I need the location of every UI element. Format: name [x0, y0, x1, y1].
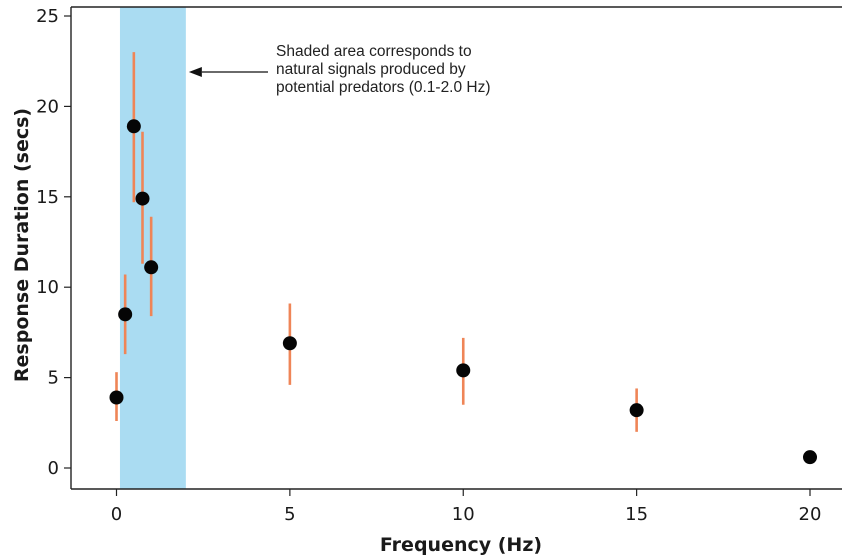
data-point	[135, 191, 150, 206]
x-tick-label: 0	[111, 504, 122, 525]
x-axis-title: Frequency (Hz)	[380, 534, 542, 556]
data-point	[282, 336, 297, 351]
x-tick-label: 20	[799, 504, 822, 525]
y-tick-label: 5	[48, 368, 59, 389]
shaded-region-layer	[119, 7, 186, 489]
data-point	[126, 119, 141, 134]
error-bars-layer	[115, 52, 638, 432]
y-tick-label: 0	[48, 458, 59, 479]
x-tick-label: 10	[452, 504, 475, 525]
data-point	[109, 390, 124, 405]
data-point	[803, 450, 817, 465]
data-point	[118, 307, 133, 322]
y-tick-label: 25	[36, 6, 59, 27]
points-layer	[109, 119, 817, 465]
y-tick-label: 15	[36, 187, 59, 208]
y-tick-label: 10	[36, 277, 59, 298]
x-tick-label: 15	[625, 504, 648, 525]
x-tick-label: 5	[284, 504, 295, 525]
shaded-region	[119, 7, 186, 489]
annotation-text-line: Shaded area corresponds to	[276, 43, 472, 60]
annotation-text-line: natural signals produced by	[276, 61, 466, 78]
data-point	[456, 363, 471, 378]
y-axis-title: Response Duration (secs)	[11, 108, 33, 382]
data-point	[144, 260, 159, 275]
y-tick-label: 20	[36, 96, 59, 117]
data-point	[629, 403, 644, 418]
axes-layer: 0 5 10 15 20 25 0 5 10 15 20	[36, 6, 842, 525]
annotation-text-line: potential predators (0.1-2.0 Hz)	[276, 79, 491, 96]
annotation-arrow-head	[188, 67, 202, 77]
